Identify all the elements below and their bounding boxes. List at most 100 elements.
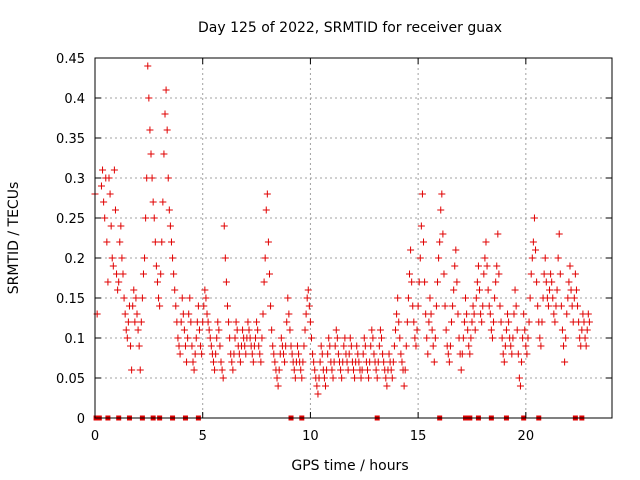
data-point <box>548 278 556 286</box>
data-point <box>523 350 531 358</box>
data-point <box>284 294 292 302</box>
y-tick-label: 0.1 <box>64 332 85 347</box>
data-point <box>229 366 237 374</box>
data-point <box>521 326 529 334</box>
data-point <box>483 262 491 270</box>
data-point <box>514 350 522 358</box>
data-point <box>561 358 569 366</box>
data-point <box>254 326 262 334</box>
data-point <box>367 342 375 350</box>
data-point <box>320 374 328 382</box>
data-point <box>147 150 155 158</box>
data-point <box>479 302 487 310</box>
data-point <box>562 334 570 342</box>
data-point <box>158 238 166 246</box>
data-point <box>434 278 442 286</box>
data-point <box>393 310 401 318</box>
data-point <box>156 302 164 310</box>
data-point <box>529 238 537 246</box>
data-point <box>404 294 412 302</box>
data-point <box>257 358 265 366</box>
data-point <box>192 334 200 342</box>
data-point <box>205 326 213 334</box>
data-point <box>120 294 128 302</box>
data-point <box>463 310 471 318</box>
data-point <box>571 270 579 278</box>
data-point <box>242 350 250 358</box>
data-point <box>114 286 122 294</box>
data-point <box>214 318 222 326</box>
data-point <box>113 270 121 278</box>
data-point <box>498 334 506 342</box>
data-point <box>110 166 118 174</box>
data-point <box>132 294 140 302</box>
data-point <box>413 326 421 334</box>
data-point <box>499 350 507 358</box>
data-point <box>338 374 346 382</box>
x-tick-label: 5 <box>199 429 207 444</box>
data-point <box>538 318 546 326</box>
data-point <box>382 374 390 382</box>
data-point <box>307 334 315 342</box>
data-point <box>310 358 318 366</box>
data-point <box>189 358 197 366</box>
data-point <box>133 310 141 318</box>
data-point <box>389 358 397 366</box>
data-point <box>449 302 457 310</box>
data-point <box>462 294 470 302</box>
data-point <box>581 334 589 342</box>
data-point <box>325 334 333 342</box>
data-point <box>108 254 116 262</box>
data-point <box>216 342 224 350</box>
data-point <box>177 318 185 326</box>
data-point <box>527 270 535 278</box>
data-points <box>91 62 593 421</box>
data-point <box>187 318 195 326</box>
data-point <box>295 350 303 358</box>
data-point <box>129 302 137 310</box>
data-point <box>402 342 410 350</box>
data-point <box>106 190 114 198</box>
data-point <box>360 334 368 342</box>
data-point <box>505 318 513 326</box>
data-point <box>547 270 555 278</box>
data-point <box>265 270 273 278</box>
data-point <box>520 310 528 318</box>
data-point <box>244 318 252 326</box>
data-point <box>253 318 261 326</box>
data-point <box>537 342 545 350</box>
data-point <box>150 214 158 222</box>
data-point <box>583 326 591 334</box>
data-point <box>467 334 475 342</box>
data-point <box>211 366 219 374</box>
data-point <box>469 302 477 310</box>
data-point <box>353 342 361 350</box>
data-point <box>474 262 482 270</box>
data-point <box>394 294 402 302</box>
data-point <box>487 326 495 334</box>
data-point <box>401 366 409 374</box>
data-point <box>337 366 345 374</box>
data-point <box>186 294 194 302</box>
data-point <box>225 318 233 326</box>
data-point <box>267 302 275 310</box>
data-point <box>104 278 112 286</box>
data-point <box>134 326 142 334</box>
data-point <box>435 254 443 262</box>
data-point <box>248 350 256 358</box>
data-point <box>313 382 321 390</box>
data-point <box>151 238 159 246</box>
data-point <box>465 342 473 350</box>
data-point <box>565 278 573 286</box>
data-point <box>516 382 524 390</box>
data-point <box>400 382 408 390</box>
data-point <box>532 246 540 254</box>
data-point <box>424 350 432 358</box>
data-point <box>217 358 225 366</box>
data-point <box>283 318 291 326</box>
data-point <box>452 246 460 254</box>
data-point <box>570 294 578 302</box>
data-point <box>274 382 282 390</box>
data-point <box>365 374 373 382</box>
data-point <box>300 342 308 350</box>
